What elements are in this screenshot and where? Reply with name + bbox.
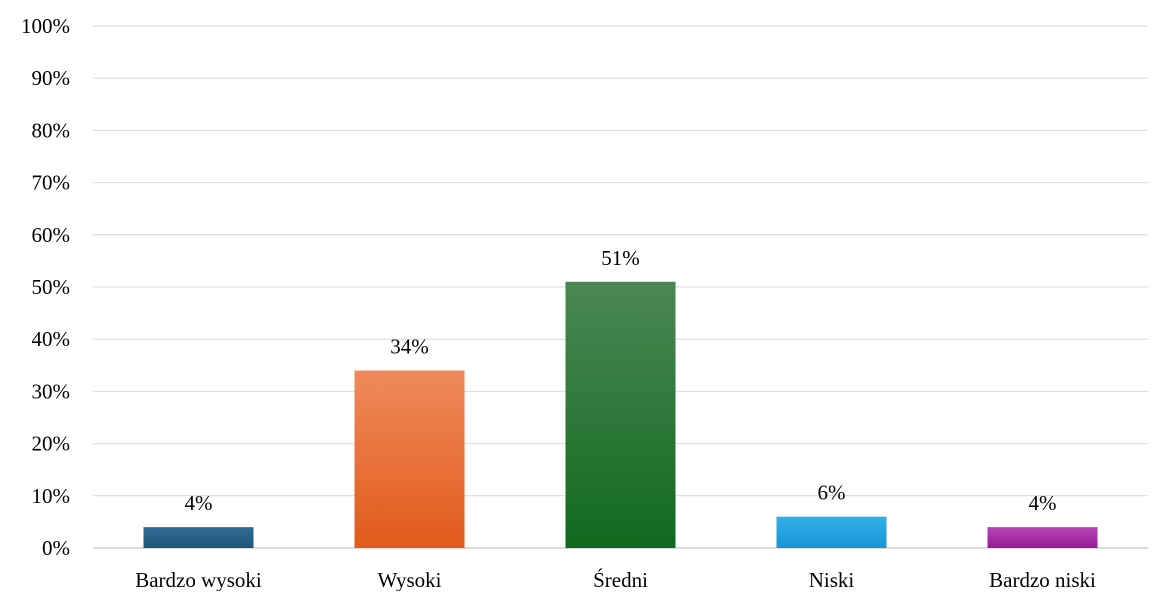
y-tick-label: 0% [42, 536, 70, 560]
y-tick-label: 70% [32, 171, 71, 195]
data-label: 51% [601, 246, 640, 270]
x-tick-label: Bardzo wysoki [135, 568, 262, 591]
data-label: 6% [818, 481, 846, 505]
data-label: 4% [1029, 491, 1057, 515]
bars [143, 281, 1098, 548]
y-tick-label: 60% [32, 223, 71, 247]
x-tick-label: Bardzo niski [989, 568, 1096, 591]
y-tick-label: 100% [21, 14, 70, 38]
bar-2 [354, 370, 465, 548]
bar-1 [143, 527, 254, 548]
y-tick-label: 20% [32, 432, 71, 456]
x-tick-label: Niski [809, 568, 855, 591]
y-tick-label: 40% [32, 327, 71, 351]
x-axis-ticks: Bardzo wysoki Wysoki Średni Niski Bardzo nis… [135, 568, 1096, 592]
data-label: 4% [185, 491, 213, 515]
y-tick-label: 80% [32, 118, 71, 142]
y-axis-ticks: 0% 10% 20% 30% 40% 50% 60% 70% 80% 90% 100% [21, 14, 70, 560]
bar-4 [776, 516, 887, 548]
bar-5 [987, 527, 1098, 548]
y-tick-label: 10% [32, 484, 71, 508]
y-tick-label: 90% [32, 66, 71, 90]
bar-3 [565, 281, 676, 548]
y-tick-label: 30% [32, 379, 71, 403]
x-tick-label: Wysoki [377, 568, 441, 591]
y-tick-label: 50% [32, 275, 71, 299]
data-labels: 4% 34% 51% 6% 4% [185, 246, 1057, 515]
x-tick-label: Średni [593, 568, 648, 591]
data-label: 34% [390, 335, 429, 359]
